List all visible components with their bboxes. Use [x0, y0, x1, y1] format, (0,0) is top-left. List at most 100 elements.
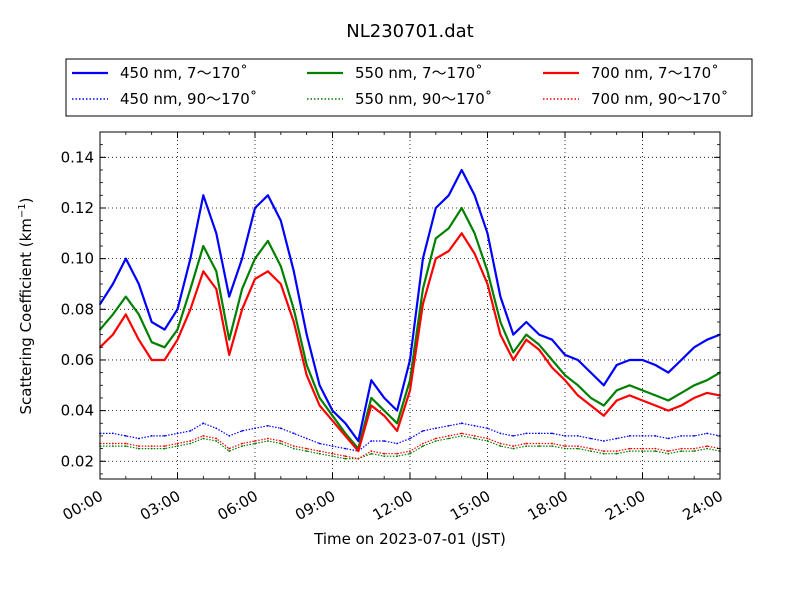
- plot-area: [100, 132, 720, 479]
- data-point: [305, 364, 308, 366]
- data-point: [318, 442, 321, 445]
- data-point: [589, 450, 592, 452]
- data-point: [202, 435, 205, 437]
- data-point: [318, 397, 321, 399]
- data-point: [525, 333, 528, 336]
- data-point: [499, 445, 502, 447]
- data-point: [577, 394, 579, 397]
- data-point: [641, 399, 644, 402]
- data-point: [693, 435, 696, 437]
- data-point: [215, 440, 218, 442]
- data-point: [641, 450, 644, 452]
- data-point: [589, 397, 592, 399]
- y-axis: 0.02 0.04 0.06 0.08 0.10 0.12 0.14: [61, 144, 720, 475]
- data-point: [150, 321, 153, 323]
- data-point: [215, 427, 218, 430]
- data-point: [344, 457, 347, 460]
- data-point: [499, 295, 502, 298]
- data-point: [486, 270, 489, 273]
- data-point: [615, 399, 618, 402]
- data-point: [654, 364, 657, 366]
- data-point: [228, 447, 231, 450]
- data-point: [254, 257, 256, 260]
- data-point: [680, 404, 683, 407]
- data-point: [112, 283, 114, 285]
- data-point: [124, 435, 127, 437]
- data-point: [577, 445, 579, 447]
- data-point: [628, 435, 631, 437]
- data-point: [680, 392, 683, 394]
- data-point: [654, 435, 657, 437]
- data-point: [305, 374, 308, 377]
- data-point: [564, 354, 566, 356]
- x-axis-label: Time on 2023-07-01 (JST): [313, 530, 506, 548]
- data-point: [525, 432, 528, 435]
- data-point: [241, 308, 244, 311]
- data-point: [460, 435, 463, 437]
- grid-lines: [100, 132, 720, 479]
- data-point: [525, 321, 528, 323]
- data-point: [512, 447, 515, 450]
- data-point: [370, 452, 373, 455]
- data-point: [602, 404, 605, 407]
- data-point: [357, 440, 360, 442]
- data-point: [137, 445, 140, 447]
- data-point: [538, 445, 541, 447]
- data-point: [422, 257, 424, 260]
- data-point: [124, 313, 127, 316]
- data-point: [680, 447, 683, 450]
- data-point: [551, 359, 553, 361]
- data-point: [615, 437, 618, 440]
- data-point: [112, 313, 114, 316]
- data-point: [292, 445, 295, 447]
- data-point: [538, 442, 541, 445]
- data-point: [602, 450, 605, 452]
- data-point: [434, 257, 437, 260]
- data-point: [602, 440, 605, 442]
- data-point: [331, 452, 334, 455]
- data-point: [396, 452, 398, 455]
- data-point: [318, 404, 321, 407]
- data-point: [564, 379, 566, 382]
- data-point: [396, 442, 398, 445]
- data-point: [422, 445, 424, 447]
- data-point: [112, 333, 114, 336]
- data-point: [706, 392, 708, 394]
- data-point: [318, 452, 321, 455]
- data-point: [473, 252, 476, 255]
- data-point: [396, 409, 398, 412]
- data-point: [447, 227, 450, 230]
- data-point: [279, 427, 282, 430]
- data-point: [189, 288, 192, 290]
- data-point: [331, 455, 334, 458]
- data-point: [254, 207, 256, 209]
- data-point: [202, 437, 205, 440]
- data-point: [176, 338, 179, 341]
- data-point: [292, 321, 295, 323]
- data-point: [215, 270, 218, 273]
- data-point: [279, 265, 282, 268]
- data-point: [693, 397, 696, 399]
- data-point: [176, 445, 179, 447]
- data-point: [254, 427, 256, 430]
- data-point: [473, 232, 476, 235]
- data-point: [422, 442, 424, 445]
- data-point: [228, 450, 231, 452]
- data-point: [409, 389, 411, 392]
- data-point: [706, 338, 708, 341]
- data-point: [383, 414, 386, 417]
- data-point: [150, 359, 153, 361]
- data-point: [383, 455, 386, 458]
- data-point: [202, 422, 205, 425]
- legend-label: 450 nm, 7～170˚: [120, 64, 248, 82]
- data-point: [124, 295, 127, 298]
- data-point: [512, 445, 515, 447]
- data-point: [241, 430, 244, 432]
- data-point: [267, 440, 269, 442]
- data-point: [422, 288, 424, 290]
- data-point: [577, 359, 579, 361]
- data-point: [150, 447, 153, 450]
- data-point: [241, 257, 244, 260]
- data-point: [486, 283, 489, 285]
